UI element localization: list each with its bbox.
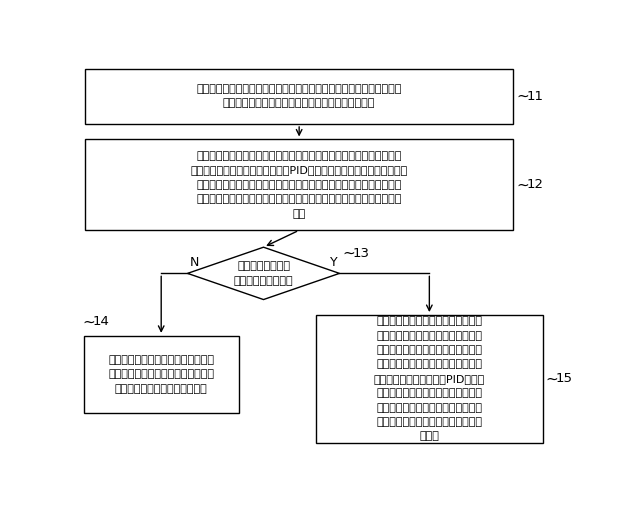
Text: ∼: ∼ [516,89,529,104]
Text: ∼: ∼ [546,371,559,386]
Text: N: N [190,256,199,269]
Text: 实时室内环境温度
小于设定舒适温度？: 实时室内环境温度 小于设定舒适温度？ [234,261,293,285]
Text: 计算实时室内环境温度与设定室内目标温度之间的温差，作为实时室内
温差，根据实时室内温差进行室温PID运算，获得第一频率；根据已知的
距离与风速的对应关系获取与实: 计算实时室内环境温度与设定室内目标温度之间的温差，作为实时室内 温差，根据实时室… [190,151,408,218]
Text: 14: 14 [92,316,109,329]
Bar [84,336,239,413]
Bar [86,69,513,124]
Text: 12: 12 [526,178,543,191]
Text: 执行第一控制：选择第一频率与第二
频率中的较小值作为目标频率，根据
目标频率控制空调的压缩机运行: 执行第一控制：选择第一频率与第二 频率中的较小值作为目标频率，根据 目标频率控制… [108,355,214,394]
Bar [86,139,513,230]
Text: 15: 15 [556,372,573,385]
Text: 11: 11 [526,90,543,103]
Bar [316,315,542,443]
Text: ∼: ∼ [516,177,529,192]
Text: 执行第二控制：获取空调蒸发器的实
时盘管温度和设定盘管目标温度，计
算实时盘管温度与设定盘管目标温度
之间的温差，作为实时盘管温差，根
据实时盘管温差进行盘温P: 执行第二控制：获取空调蒸发器的实 时盘管温度和设定盘管目标温度，计 算实时盘管温… [374,316,485,441]
Text: ∼: ∼ [82,315,95,329]
Text: 空调制冷运行，获取实时室内环境温度、设定室内目标温度，实时检测
空调所在室内的热源并确定热源与空调间的实时距离: 空调制冷运行，获取实时室内环境温度、设定室内目标温度，实时检测 空调所在室内的热… [197,84,402,109]
Text: 13: 13 [353,247,370,260]
Polygon shape [187,247,340,300]
Text: Y: Y [329,256,337,269]
Text: ∼: ∼ [342,246,355,261]
